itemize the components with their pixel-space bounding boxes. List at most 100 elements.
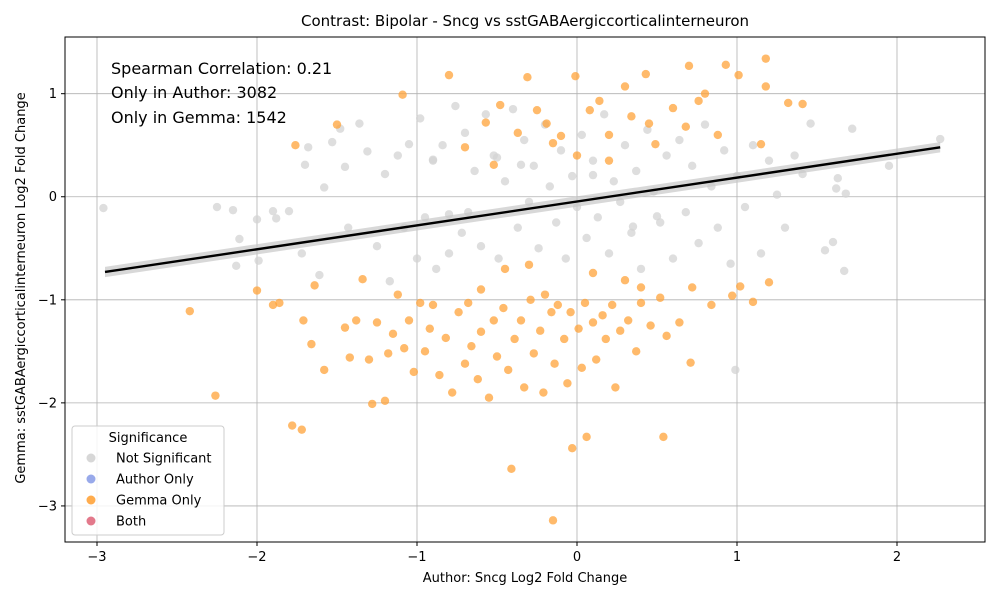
x-tick-label: 2 bbox=[893, 550, 901, 565]
data-point bbox=[448, 388, 457, 397]
data-point bbox=[320, 365, 329, 375]
data-point bbox=[500, 264, 510, 274]
data-point bbox=[720, 146, 729, 155]
data-point bbox=[372, 242, 382, 251]
data-point bbox=[304, 143, 313, 152]
data-point bbox=[832, 184, 841, 193]
data-point bbox=[345, 353, 354, 362]
data-point bbox=[656, 218, 665, 227]
data-point bbox=[520, 135, 529, 145]
data-point bbox=[604, 130, 614, 140]
data-point bbox=[598, 311, 607, 320]
data-point bbox=[636, 283, 646, 292]
legend-marker bbox=[86, 474, 96, 484]
y-tick-label: −3 bbox=[38, 499, 57, 514]
x-tick-label: −3 bbox=[87, 550, 106, 565]
data-point bbox=[563, 379, 572, 388]
data-point bbox=[185, 306, 194, 316]
data-point bbox=[352, 316, 361, 325]
data-point bbox=[398, 90, 407, 99]
data-point bbox=[568, 444, 577, 453]
regression-line bbox=[104, 146, 941, 274]
data-point bbox=[355, 119, 364, 128]
data-point bbox=[524, 260, 534, 269]
data-point bbox=[545, 182, 554, 191]
data-point bbox=[651, 139, 660, 149]
data-point bbox=[297, 425, 306, 434]
x-tick-label: −1 bbox=[407, 550, 426, 565]
data-point bbox=[232, 261, 241, 270]
data-point bbox=[772, 190, 782, 199]
data-point bbox=[548, 138, 558, 148]
data-point bbox=[662, 151, 671, 160]
data-point bbox=[513, 128, 522, 138]
data-point bbox=[508, 104, 518, 114]
data-point bbox=[492, 352, 502, 361]
data-point bbox=[694, 96, 703, 106]
data-point bbox=[435, 370, 444, 380]
data-point bbox=[675, 135, 684, 145]
data-point bbox=[275, 298, 284, 308]
data-point bbox=[307, 339, 316, 349]
data-point bbox=[656, 293, 665, 302]
series-not-significant bbox=[99, 101, 945, 375]
data-point bbox=[500, 177, 510, 186]
data-point bbox=[700, 120, 710, 129]
data-point bbox=[212, 202, 222, 212]
data-point bbox=[404, 139, 414, 149]
data-point bbox=[848, 124, 857, 133]
data-point bbox=[526, 295, 535, 305]
data-point bbox=[254, 256, 263, 265]
data-point bbox=[499, 303, 508, 313]
data-point bbox=[460, 128, 470, 138]
data-point bbox=[368, 399, 377, 409]
data-point bbox=[444, 249, 454, 258]
data-point bbox=[364, 355, 374, 364]
data-point bbox=[620, 276, 630, 285]
data-point bbox=[516, 160, 526, 169]
data-point bbox=[556, 146, 566, 155]
data-point bbox=[516, 316, 526, 325]
data-point bbox=[425, 324, 434, 333]
data-point bbox=[380, 396, 390, 406]
data-point bbox=[416, 298, 425, 308]
data-point bbox=[684, 61, 694, 71]
data-point bbox=[726, 259, 735, 268]
data-point bbox=[297, 249, 306, 258]
data-point bbox=[416, 114, 425, 123]
data-point bbox=[300, 160, 310, 169]
data-point bbox=[668, 103, 678, 113]
data-point bbox=[580, 298, 590, 308]
data-point bbox=[713, 130, 722, 140]
annotations: Spearman Correlation: 0.21 Only in Autho… bbox=[111, 59, 332, 127]
data-point bbox=[529, 161, 538, 171]
data-point bbox=[513, 223, 522, 232]
data-point bbox=[582, 432, 591, 442]
data-point bbox=[268, 206, 278, 216]
data-point bbox=[288, 421, 297, 430]
data-point bbox=[520, 383, 529, 392]
data-point bbox=[568, 171, 577, 181]
data-point bbox=[611, 383, 620, 392]
data-point bbox=[761, 82, 770, 91]
legend-box bbox=[71, 425, 225, 536]
data-point bbox=[412, 254, 422, 263]
data-point bbox=[628, 222, 638, 231]
data-point bbox=[432, 264, 441, 274]
data-point bbox=[936, 134, 945, 144]
data-point bbox=[540, 290, 550, 299]
data-point bbox=[438, 141, 447, 150]
data-point bbox=[713, 223, 722, 232]
y-tick-label: 1 bbox=[49, 87, 57, 102]
data-point bbox=[582, 233, 591, 243]
data-point bbox=[681, 122, 690, 131]
legend-entries: Not Significant Author Only Gemma Only Both bbox=[86, 452, 212, 530]
data-point bbox=[840, 266, 849, 276]
data-point bbox=[756, 249, 766, 258]
data-point bbox=[572, 151, 582, 160]
data-point bbox=[284, 206, 294, 216]
data-point bbox=[451, 101, 460, 111]
data-point bbox=[688, 283, 697, 292]
data-point bbox=[384, 349, 393, 358]
data-point bbox=[675, 318, 684, 327]
